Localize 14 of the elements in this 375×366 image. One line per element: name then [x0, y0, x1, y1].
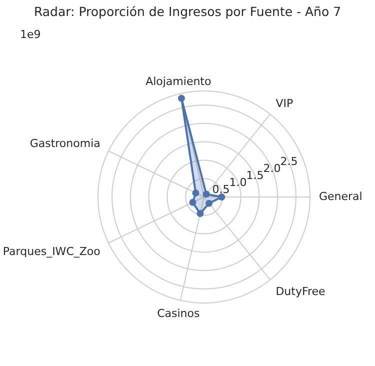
chart-title: Radar: Proporción de Ingresos por Fuente - Año 7	[34, 4, 342, 19]
y-tick-label: 1.0	[229, 176, 247, 189]
spoke-label: Alojamiento	[146, 74, 212, 88]
y-tick-label: 2.0	[263, 162, 281, 175]
spoke-label: VIP	[276, 97, 294, 110]
y-tick-label: 1.5	[246, 168, 264, 182]
spoke-label: Casinos	[157, 307, 200, 320]
spoke-label: DutyFree	[276, 284, 326, 298]
y-tick-label: 0.5	[212, 182, 230, 196]
spoke-label: General	[319, 190, 362, 204]
spoke-label: Parques_IWC_Zoo	[2, 244, 101, 258]
spoke-label: Gastronomia	[30, 137, 100, 150]
y-tick-label: 2.5	[280, 154, 298, 168]
text: 1e9	[20, 28, 41, 41]
